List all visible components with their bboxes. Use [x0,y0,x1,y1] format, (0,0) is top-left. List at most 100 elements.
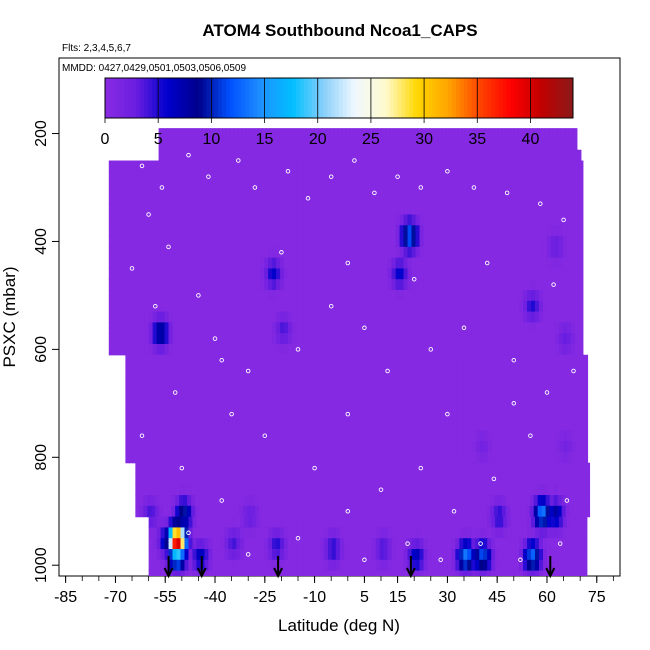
heat-cell [420,451,425,464]
heat-cell [355,300,361,313]
heat-cell [174,149,180,162]
heat-cell [172,538,178,550]
heat-cell [264,214,269,226]
heat-cell [427,214,433,226]
heat-cell [401,128,407,140]
heat-cell [360,408,365,421]
heat-cell [555,419,561,431]
heat-cell [535,430,541,442]
heat-cell [338,484,344,496]
heat-cell [447,549,452,561]
heat-cell [160,527,166,539]
heat-cell [571,419,577,431]
heat-cell [157,451,162,464]
heat-cell [473,462,479,475]
heat-cell [224,203,229,216]
heat-cell [168,246,174,259]
heat-cell [240,430,246,442]
heat-cell [327,311,333,323]
heat-cell [372,441,377,453]
heat-cell [531,559,536,572]
heat-cell [172,246,178,259]
heat-cell [152,322,158,334]
heat-cell [376,430,381,442]
heat-cell [367,171,373,183]
heat-cell [148,290,154,302]
heat-cell [459,527,464,539]
heat-cell [483,354,489,367]
heat-cell [156,203,162,216]
heat-cell [383,333,389,345]
heat-cell [202,128,207,140]
heat-cell [212,570,217,576]
heat-cell [392,441,397,453]
heat-cell [531,387,537,399]
heat-cell [234,505,240,518]
heat-cell [161,441,166,453]
heat-cell [542,171,548,183]
heat-cell [523,246,528,259]
heat-cell [189,397,194,410]
heat-cell [495,333,500,345]
heat-cell [542,290,548,302]
heat-cell [270,495,276,507]
heat-cell [160,300,166,313]
heat-cell [583,441,589,453]
heat-cell [172,322,178,334]
heat-cell [116,182,122,194]
heat-cell [335,311,341,323]
heat-cell [161,354,166,367]
heat-cell [455,268,460,280]
heat-cell [173,419,178,431]
heat-cell [343,182,349,194]
heat-cell [531,538,536,550]
heat-cell [471,538,476,550]
heat-cell [339,516,345,529]
heat-cell [562,570,568,576]
heat-cell [407,236,413,248]
heat-cell [519,354,525,367]
heat-cell [246,462,252,475]
heat-cell [298,138,303,151]
heat-cell [248,268,253,280]
heat-cell [351,516,357,529]
heat-cell [188,516,194,529]
heat-cell [148,192,154,205]
heat-cell [232,171,237,183]
heat-cell [371,300,377,313]
heat-cell [412,387,417,399]
heat-cell [224,279,229,291]
heat-cell [148,549,154,561]
heat-cell [173,408,178,421]
heat-cell [375,257,381,270]
heat-cell [364,430,369,442]
heat-cell [187,462,192,475]
heat-cell [384,365,389,377]
heat-cell [558,570,564,576]
heat-cell [415,192,421,205]
heat-cell [427,527,433,539]
heat-cell [270,505,276,518]
heat-cell [519,268,524,280]
heat-cell [196,246,202,259]
sample-point [279,250,284,255]
heat-cell [323,182,329,194]
heat-cell [347,559,353,572]
heat-cell [399,214,405,226]
heat-cell [307,268,313,280]
heat-cell [165,397,170,410]
heat-cell [379,192,385,205]
heat-cell [535,182,540,194]
heat-cell [335,333,341,345]
heat-cell [351,322,357,334]
heat-cell [355,527,361,539]
heat-cell [244,279,249,291]
heat-cell [396,365,401,377]
heat-cell [213,419,218,431]
heat-cell [244,376,250,388]
heat-cell [248,451,254,464]
sample-point [295,535,301,541]
heat-cell [156,333,162,345]
heat-cell [475,376,481,388]
heat-cell [181,408,186,421]
